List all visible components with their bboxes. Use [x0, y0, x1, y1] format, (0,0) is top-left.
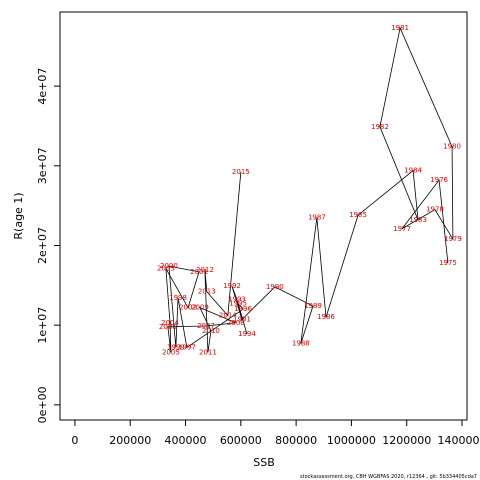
- year-label: 1976: [430, 176, 448, 184]
- year-label: 2003: [157, 265, 175, 273]
- year-label: 1978: [426, 206, 444, 214]
- x-tick-label: 0: [71, 434, 78, 447]
- year-label: 1979: [444, 235, 462, 243]
- year-label: 1975: [439, 259, 457, 267]
- year-label: 1995: [229, 300, 247, 308]
- x-tick-label: 400000: [165, 434, 207, 447]
- year-label: 1987: [308, 214, 326, 222]
- y-tick-label: 0e+00: [36, 386, 49, 423]
- year-label: 1999: [167, 343, 185, 351]
- year-label: 2006: [159, 323, 177, 331]
- year-label: 1998: [169, 294, 187, 302]
- year-label: 1986: [317, 313, 335, 321]
- year-label: 1997: [178, 343, 196, 351]
- y-tick-label: 2e+07: [36, 227, 49, 264]
- year-label: 1983: [409, 216, 427, 224]
- year-label: 2007: [197, 322, 215, 330]
- year-label: 2015: [232, 168, 250, 176]
- year-label: 2011: [199, 348, 217, 356]
- year-label: 2009: [191, 304, 209, 312]
- x-tick-label: 1000000: [327, 434, 376, 447]
- year-label: 1988: [292, 340, 310, 348]
- year-label: 2005: [162, 348, 180, 356]
- x-axis-label: SSB: [253, 456, 275, 469]
- year-label: 1994: [238, 330, 256, 338]
- year-label: 2012: [196, 266, 214, 274]
- year-label: 1982: [371, 123, 389, 131]
- y-axis-label: R(age 1): [12, 192, 25, 239]
- year-label: 2008: [227, 319, 245, 327]
- year-label: 1981: [391, 24, 409, 32]
- year-label: 1977: [393, 225, 411, 233]
- year-label: 2010: [202, 327, 220, 335]
- year-label: 2001: [190, 268, 208, 276]
- y-tick-label: 1e+07: [36, 307, 49, 344]
- year-label: 2002: [179, 304, 197, 312]
- year-label: 1992: [223, 282, 241, 290]
- trajectory-line: [165, 26, 454, 353]
- year-label: 1985: [349, 211, 367, 219]
- year-label: 2014: [219, 312, 237, 320]
- year-label: 2000: [160, 262, 178, 270]
- plot-box: [59, 11, 468, 421]
- year-label: 2013: [198, 288, 216, 296]
- year-label: 1993: [228, 296, 246, 304]
- year-label: 1980: [443, 143, 461, 151]
- footer: stockassessment.org, CBH WGBFAS 2020, r1…: [300, 474, 477, 480]
- x-tick-label: 600000: [220, 434, 262, 447]
- y-tick-label: 3e+07: [36, 147, 49, 184]
- year-label: 2004: [161, 319, 179, 327]
- year-label: 1984: [404, 167, 422, 175]
- x-tick-label: 1200000: [382, 434, 431, 447]
- year-label: 1996: [234, 305, 252, 313]
- y-tick-label: 4e+07: [36, 68, 49, 105]
- year-label: 1990: [266, 283, 284, 291]
- x-tick-label: 800000: [275, 434, 317, 447]
- x-tick-label: 200000: [109, 434, 151, 447]
- year-label: 1991: [233, 316, 251, 324]
- year-label: 1989: [304, 302, 322, 310]
